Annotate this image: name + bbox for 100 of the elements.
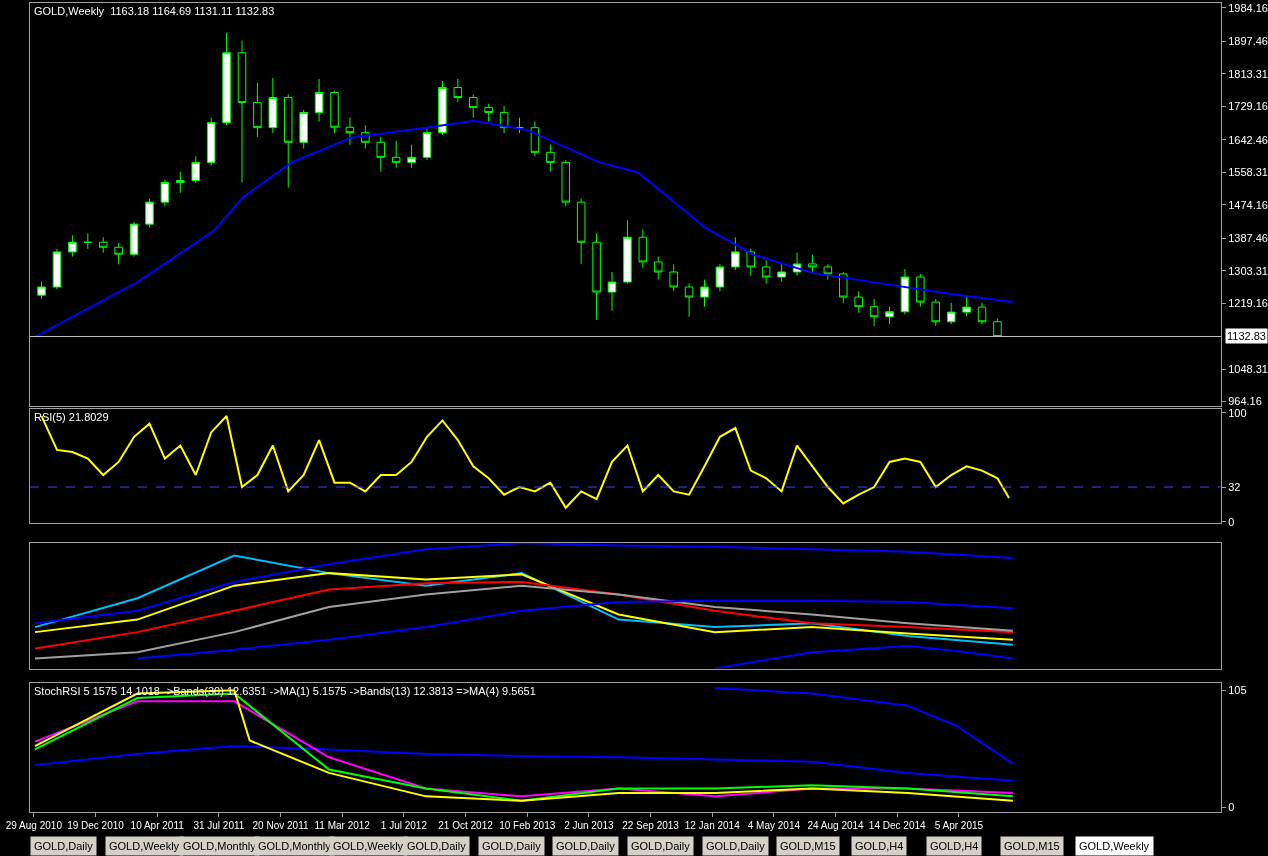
candlestick: [854, 290, 863, 313]
candlestick: [931, 298, 941, 327]
candlestick: [777, 263, 786, 283]
y-tick-label: 1474.16: [1228, 198, 1268, 211]
text: GOLD,Monthly: [183, 840, 257, 852]
candlestick: [52, 248, 62, 290]
candlestick: [761, 259, 771, 285]
x-tick-label: 2 Jun 2013: [564, 820, 615, 831]
candlestick: [993, 317, 1002, 338]
y-tick-label: 1558.31: [1228, 166, 1268, 179]
x-tick-label: 20 Nov 2011: [252, 820, 309, 831]
candlestick: [653, 256, 663, 281]
text: GOLD,Weekly: [333, 840, 404, 852]
chart-title: GOLD,Weekly 1163.18 1164.69 1131.11 1132.83: [34, 5, 275, 17]
x-tick-label: 31 Jul 2011: [193, 820, 245, 831]
text: GOLD,Daily: [407, 840, 467, 852]
candlestick: [98, 236, 108, 254]
candlestick: [746, 248, 756, 277]
text: GOLD,Weekly: [1079, 840, 1150, 852]
candlestick: [623, 219, 632, 285]
candlestick: [268, 77, 278, 134]
candlestick: [731, 236, 740, 271]
candlestick: [407, 144, 416, 169]
x-tick-label: 10 Feb 2013: [499, 820, 556, 831]
candlestick: [37, 281, 46, 300]
candlestick: [808, 254, 817, 273]
x-tick-label: 24 Aug 2014: [807, 820, 865, 831]
line-series: [33, 119, 1014, 338]
y-tick-label: 964.16: [1228, 395, 1262, 408]
candlestick: [576, 198, 586, 265]
candlestick: [191, 155, 201, 184]
x-tick-label: 21 Oct 2012: [438, 820, 494, 831]
y-tick-label: 0: [1228, 801, 1235, 814]
candlestick: [330, 90, 339, 134]
candlestick: [669, 263, 678, 292]
candlestick: [546, 144, 555, 173]
y-tick-label: 1219.16: [1228, 297, 1268, 310]
candlestick: [515, 117, 524, 134]
x-tick-label: 22 Sep 2013: [622, 820, 680, 831]
candlestick: [176, 171, 185, 194]
ref-line-label: 1132.83: [1227, 330, 1266, 342]
candlestick: [283, 93, 293, 188]
candlestick: [68, 234, 77, 258]
candlestick: [638, 229, 648, 269]
candlestick: [422, 128, 432, 161]
text: GOLD,Daily: [482, 840, 542, 852]
y-tick-label: 1984.16: [1228, 1, 1268, 14]
x-tick-label: 12 Jan 2014: [684, 820, 741, 831]
candlestick: [391, 140, 401, 169]
candlestick: [592, 232, 601, 321]
x-tick-label: 29 Aug 2010: [5, 820, 63, 831]
candlestick: [838, 271, 848, 304]
x-tick-label: 10 Apr 2011: [130, 820, 185, 831]
y-tick-label: 32: [1228, 480, 1241, 493]
y-tick-label: 105: [1228, 684, 1247, 697]
candlestick: [237, 39, 247, 183]
candlestick: [484, 103, 493, 122]
chart-title: RSI(5) 21.8029: [34, 411, 109, 423]
candlestick: [222, 32, 231, 126]
text: GOLD,Daily: [34, 840, 94, 852]
text: GOLD,M15: [780, 840, 836, 852]
text: GOLD,H4: [930, 840, 979, 852]
text: GOLD,M15: [1004, 840, 1060, 852]
text: GOLD,Weekly: [109, 840, 180, 852]
candlestick: [468, 93, 478, 119]
y-tick-label: 0: [1228, 515, 1235, 528]
line-series: [33, 745, 1014, 782]
candlestick: [700, 279, 709, 308]
candlestick: [684, 283, 694, 318]
candlestick: [145, 198, 154, 229]
candlestick: [977, 302, 987, 325]
candlestick: [916, 273, 925, 308]
candlestick: [607, 271, 617, 312]
candlestick: [114, 242, 123, 265]
candlestick: [823, 263, 833, 281]
x-tick-label: 4 May 2014: [747, 820, 801, 831]
candlestick: [129, 221, 139, 258]
candlestick: [900, 268, 910, 315]
y-tick-label: 1729.16: [1228, 100, 1268, 113]
candlestick: [946, 302, 956, 325]
candlestick: [453, 78, 463, 103]
y-tick-label: 1303.31: [1228, 264, 1268, 277]
y-tick-label: 1387.46: [1228, 232, 1268, 245]
x-tick-label: 14 Dec 2014: [868, 820, 927, 831]
candlestick: [869, 298, 879, 327]
text: GOLD,Monthly: [258, 840, 332, 852]
candlestick: [253, 82, 262, 138]
candlestick: [530, 120, 540, 157]
candlestick: [561, 159, 571, 207]
candlestick: [438, 80, 447, 136]
y-tick-label: 100: [1228, 406, 1247, 419]
candlestick: [299, 109, 308, 149]
line-series: [713, 686, 1014, 765]
x-tick-label: 1 Jul 2012: [380, 820, 428, 831]
text: GOLD,Daily: [631, 840, 691, 852]
x-tick-label: 19 Dec 2010: [67, 820, 125, 831]
candlestick: [885, 306, 894, 325]
y-tick-label: 1813.31: [1228, 67, 1268, 80]
candlestick: [345, 117, 355, 146]
candlestick: [206, 117, 216, 167]
